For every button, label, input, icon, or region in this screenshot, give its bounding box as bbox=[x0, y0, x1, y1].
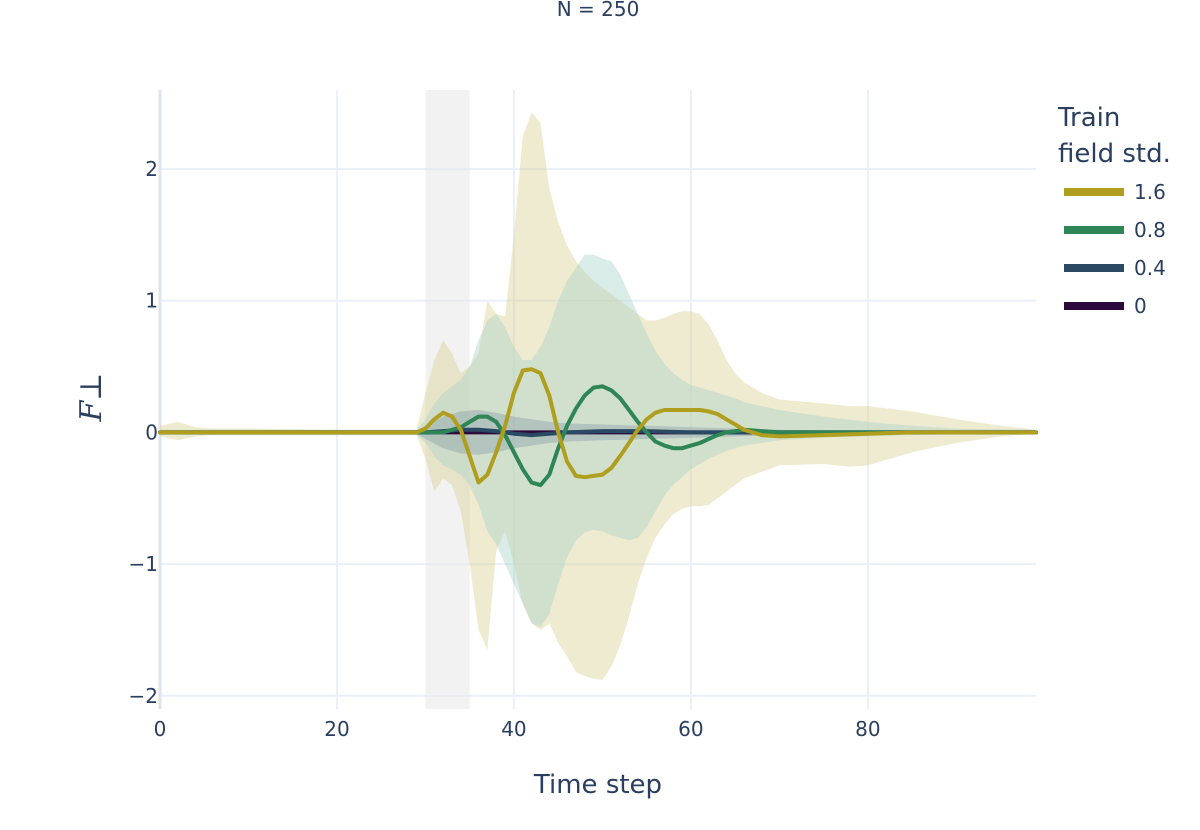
x-axis-ticks: 0 20 40 60 80 bbox=[154, 717, 881, 741]
legend: Train field std. 1.6 0.8 0.4 0 bbox=[1057, 103, 1171, 318]
legend-label-0.4: 0.4 bbox=[1134, 256, 1166, 280]
x-tick-label: 40 bbox=[501, 717, 526, 741]
legend-label-0: 0 bbox=[1134, 294, 1147, 318]
legend-label-0.8: 0.8 bbox=[1134, 218, 1166, 242]
y-tick-label: −2 bbox=[129, 684, 158, 708]
series-lines bbox=[158, 367, 1038, 488]
legend-label-1.6: 1.6 bbox=[1134, 180, 1166, 204]
legend-title-line-1: Train bbox=[1057, 103, 1120, 133]
y-axis-title: F⊥ bbox=[74, 372, 109, 422]
x-tick-label: 80 bbox=[855, 717, 880, 741]
y-tick-label: 1 bbox=[145, 289, 158, 313]
y-tick-label: 2 bbox=[145, 157, 158, 181]
highlight-region bbox=[425, 90, 470, 709]
y-axis-ticks: −2 −1 0 1 2 bbox=[129, 157, 158, 708]
series-line-1.6 bbox=[158, 367, 1038, 485]
legend-items: 1.6 0.8 0.4 0 bbox=[1064, 180, 1166, 318]
std-bands bbox=[160, 112, 1036, 680]
x-tick-label: 60 bbox=[678, 717, 703, 741]
legend-title-line-2: field std. bbox=[1058, 139, 1171, 169]
y-tick-label: −1 bbox=[129, 552, 158, 576]
x-axis-title: Time step bbox=[533, 770, 662, 800]
x-tick-label: 0 bbox=[154, 717, 167, 741]
series-line-0.8 bbox=[158, 384, 1038, 488]
x-tick-label: 20 bbox=[324, 717, 349, 741]
chart-subtitle: N = 250 bbox=[557, 0, 640, 21]
band-1.6 bbox=[160, 112, 1036, 680]
y-tick-label: 0 bbox=[145, 420, 158, 444]
band-0.8 bbox=[160, 254, 1036, 628]
grid bbox=[158, 90, 1036, 709]
